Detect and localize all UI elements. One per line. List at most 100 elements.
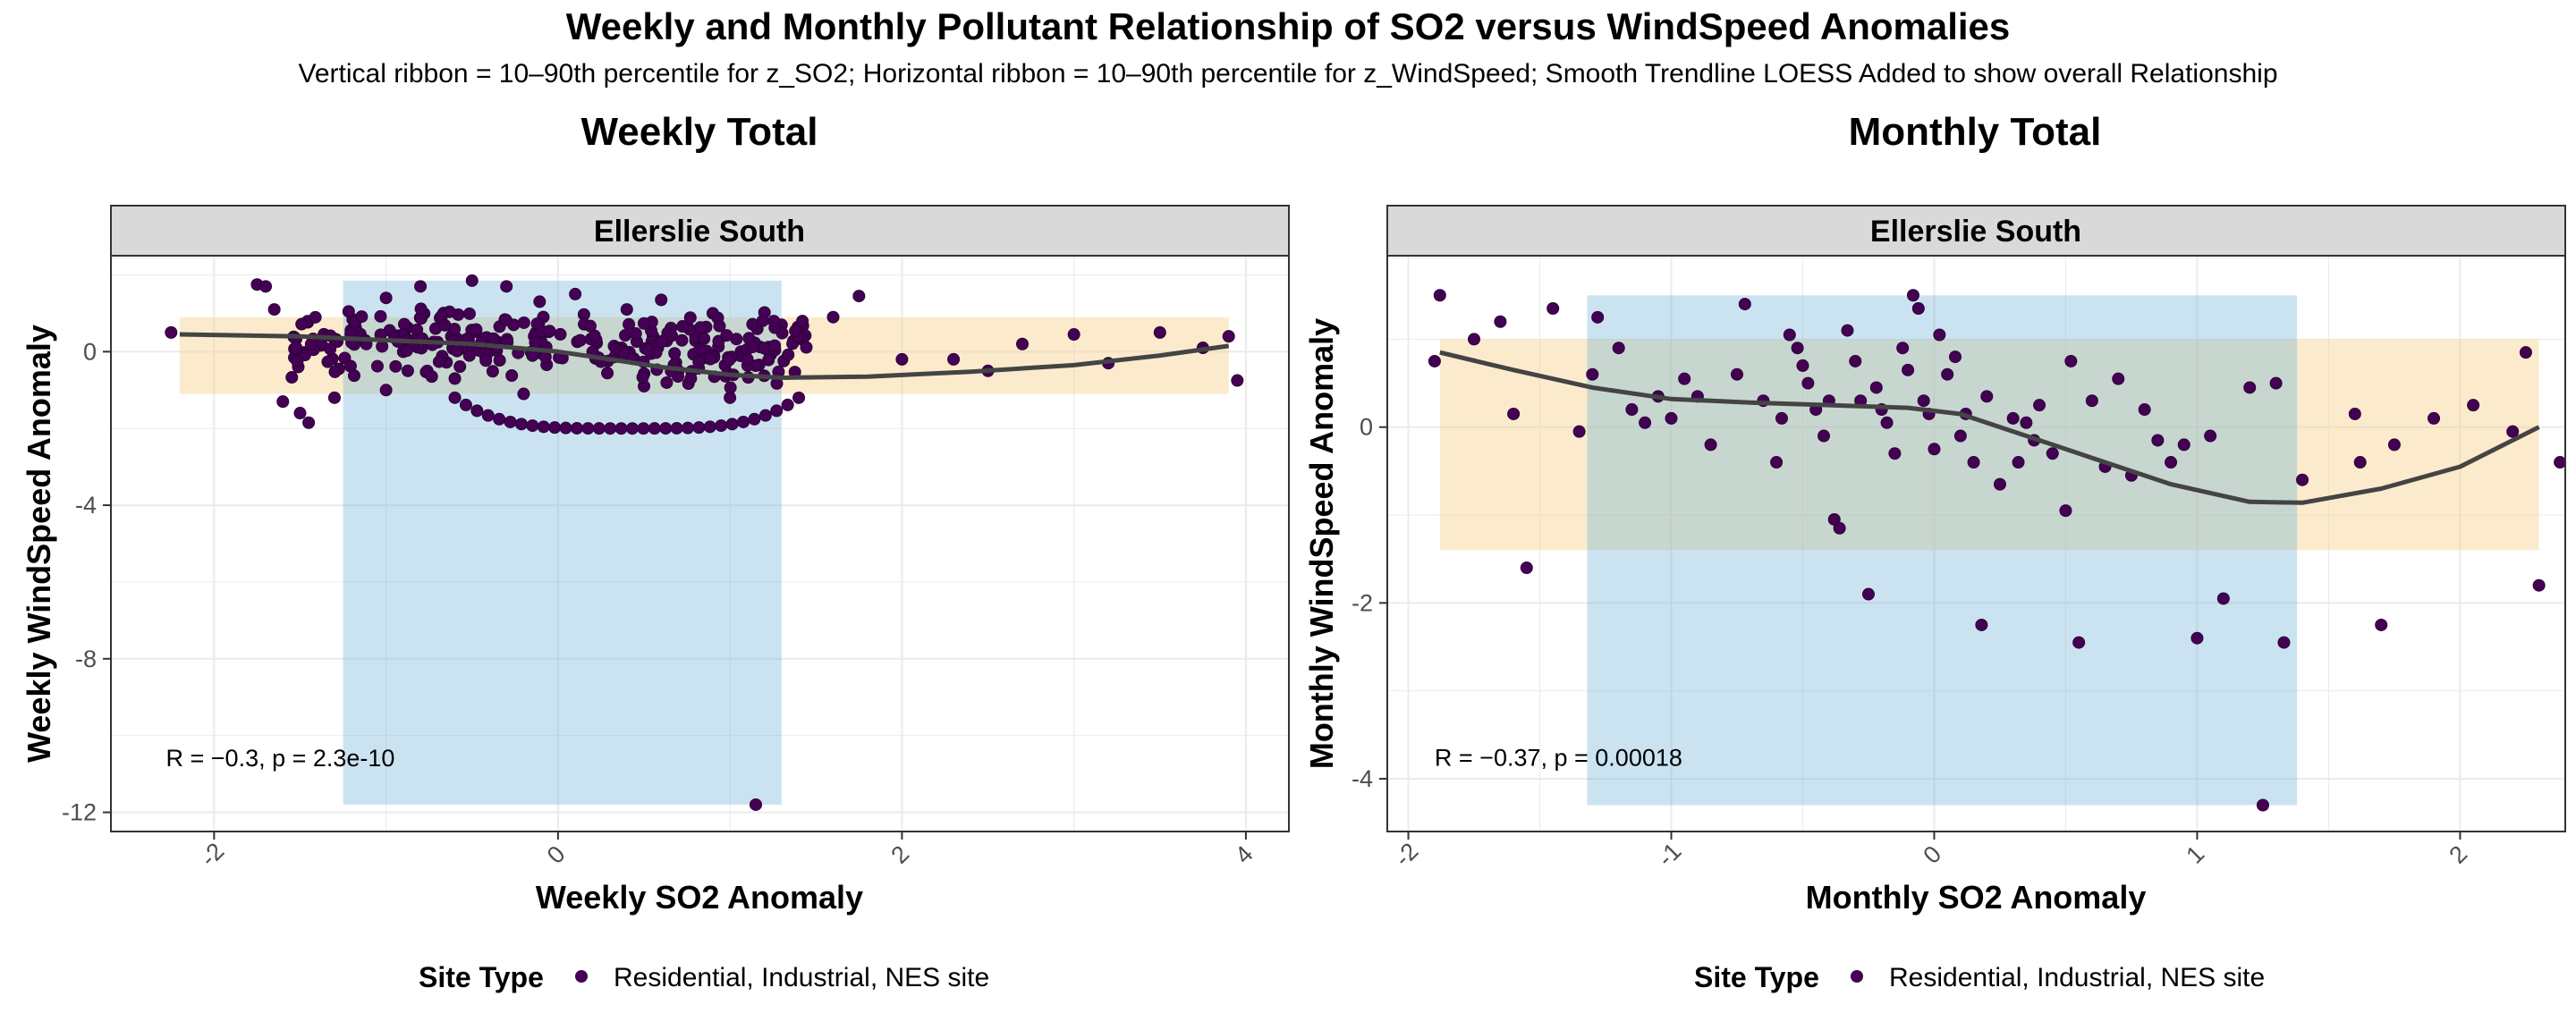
scatter-point (601, 367, 614, 380)
weekly-strip-label: Ellerslie South (594, 215, 805, 249)
scatter-point (2269, 376, 2283, 390)
so2-percentile-ribbon (343, 280, 782, 805)
scatter-point (620, 303, 633, 317)
scatter-point (328, 365, 342, 378)
x-tick-label: -2 (195, 838, 229, 872)
scatter-point (758, 409, 772, 422)
weekly-panel-title: Weekly Total (581, 110, 818, 154)
scatter-point (438, 318, 452, 332)
scatter-point (770, 404, 784, 418)
scatter-point (741, 352, 754, 366)
weekly-panel: Weekly Total Ellerslie South -2 0 2 4 -12 -8 -… (21, 110, 1290, 916)
monthly-legend-key (1851, 970, 1863, 983)
scatter-point (2216, 592, 2230, 605)
scatter-point (2085, 394, 2098, 408)
scatter-point (2204, 429, 2217, 443)
scatter-point (1468, 333, 1481, 346)
y-tick-label: -4 (1352, 765, 1373, 792)
monthly-panel-title: Monthly Total (1849, 110, 2102, 154)
scatter-point (720, 329, 733, 342)
loess-trendline (1439, 350, 2540, 505)
scatter-point (1948, 350, 1962, 364)
scatter-point (660, 376, 674, 389)
scatter-point (2467, 399, 2480, 412)
scatter-point (2138, 403, 2151, 417)
scatter-point (703, 420, 716, 434)
scatter-point (749, 798, 762, 811)
scatter-point (401, 364, 414, 377)
scatter-point (1941, 367, 1954, 381)
scatter-point (1586, 367, 1599, 381)
scatter-point (655, 334, 668, 348)
x-tick-label: -1 (1652, 838, 1686, 872)
x-tick-label: 2 (2444, 840, 2472, 869)
weekly-legend-key (575, 970, 588, 983)
windspeed-percentile-ribbon (1439, 339, 2539, 551)
scatter-point (2165, 456, 2178, 469)
scatter-point (2112, 372, 2125, 385)
scatter-point (573, 333, 587, 347)
scatter-point (2256, 798, 2269, 812)
weekly-plot-border (110, 255, 1290, 832)
y-tick-label: -8 (75, 646, 97, 672)
scatter-point (1507, 407, 1521, 420)
scatter-point (636, 370, 649, 384)
monthly-plot-border (1386, 255, 2566, 832)
scatter-point (486, 365, 499, 378)
scatter-point (165, 325, 178, 339)
scatter-point (470, 404, 484, 418)
weekly-legend-label: Residential, Industrial, NES site (614, 963, 989, 992)
monthly-legend-label: Residential, Industrial, NES site (1889, 963, 2265, 992)
monthly-ribbons (1439, 295, 2539, 806)
scatter-point (309, 310, 322, 324)
scatter-point (2243, 381, 2257, 394)
x-tick-label: -2 (1389, 838, 1423, 872)
scatter-point (425, 370, 438, 384)
scatter-point (592, 422, 606, 435)
scatter-point (623, 317, 636, 331)
scatter-point (379, 291, 393, 305)
scatter-point (2387, 438, 2401, 452)
scatter-point (581, 422, 595, 435)
scatter-point (2046, 447, 2059, 460)
scatter-point (683, 311, 697, 325)
scatter-point (826, 310, 840, 324)
scatter-point (1980, 390, 1994, 403)
scatter-point (648, 422, 661, 435)
scatter-point (327, 391, 341, 404)
y-tick-label: -4 (75, 492, 97, 519)
scatter-point (756, 314, 769, 327)
scatter-point (2353, 456, 2367, 469)
x-tick-label: 0 (542, 840, 571, 869)
scatter-point (1428, 354, 1441, 367)
monthly-y-axis-label: Monthly WindSpeed Anomaly (1303, 318, 1340, 769)
scatter-point (682, 421, 695, 435)
scatter-point (1612, 342, 1625, 355)
scatter-point (1993, 477, 2006, 491)
monthly-strip-label: Ellerslie South (1870, 215, 2081, 249)
monthly-plot-area (1386, 255, 2566, 832)
scatter-point (554, 327, 567, 341)
scatter-point (659, 422, 673, 435)
scatter-point (324, 342, 337, 356)
scatter-point (1928, 443, 1941, 456)
scatter-point (1869, 381, 1883, 394)
scatter-point (796, 315, 809, 328)
scatter-point (302, 416, 316, 429)
scatter-point (448, 391, 462, 404)
scatter-point (895, 352, 909, 366)
scatter-point (569, 287, 582, 300)
x-tick-label: 4 (1230, 840, 1258, 869)
scatter-point (543, 325, 556, 338)
x-tick-label: 2 (886, 840, 914, 869)
scatter-point (1841, 324, 1854, 337)
figure-subtitle: Vertical ribbon = 10–90th percentile for… (298, 59, 2278, 89)
scatter-point (285, 371, 299, 384)
scatter-point (1704, 438, 1717, 452)
scatter-point (782, 348, 795, 361)
scatter-point (259, 280, 273, 293)
scatter-point (781, 398, 794, 411)
weekly-gridlines (111, 256, 1289, 832)
scatter-point (548, 421, 562, 435)
